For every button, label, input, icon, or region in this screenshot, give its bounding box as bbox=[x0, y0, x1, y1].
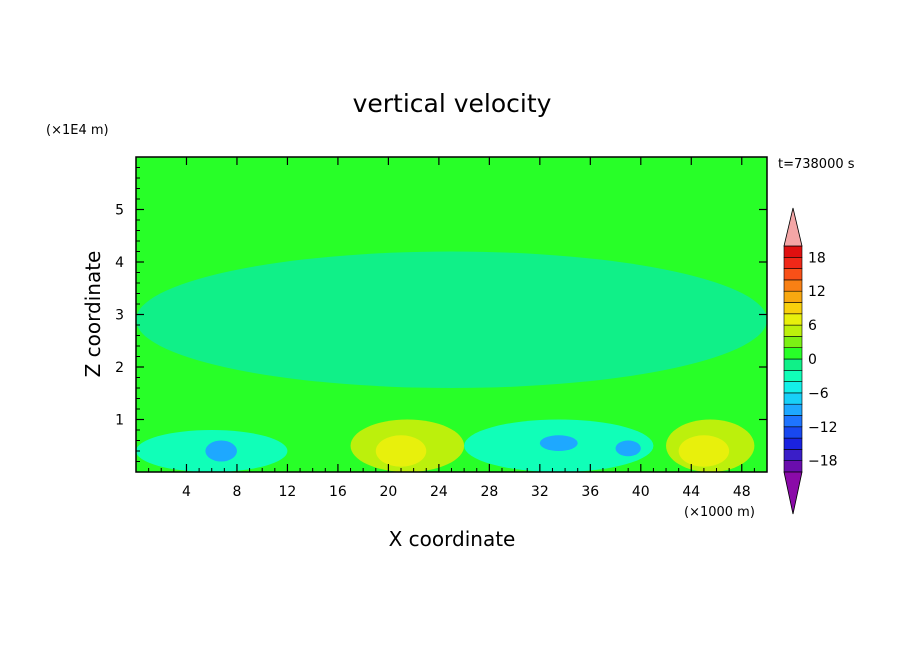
x-tick-label: 48 bbox=[733, 484, 751, 500]
colorbar-under-triangle bbox=[783, 471, 803, 515]
colorbar-segment bbox=[783, 460, 803, 473]
x-axis-label: X coordinate bbox=[389, 527, 516, 551]
colorbar-tick-label: 12 bbox=[808, 284, 826, 300]
colorbar-segment bbox=[783, 358, 803, 371]
colorbar-segment bbox=[783, 437, 803, 450]
field-region bbox=[375, 435, 427, 467]
x-unit-label: (×1000 m) bbox=[684, 505, 755, 520]
x-tick-label: 16 bbox=[329, 484, 347, 500]
x-tick-label: 4 bbox=[182, 484, 191, 500]
x-tick-label: 28 bbox=[480, 484, 498, 500]
x-tick-label: 32 bbox=[531, 484, 549, 500]
field-regions bbox=[136, 157, 767, 472]
colorbar-segment bbox=[783, 347, 803, 360]
colorbar-segment bbox=[783, 302, 803, 315]
colorbar-segment bbox=[783, 256, 803, 269]
field-region bbox=[678, 435, 730, 467]
y-unit-label: (×1E4 m) bbox=[46, 123, 109, 138]
colorbar-segment bbox=[783, 313, 803, 326]
colorbar-segment bbox=[783, 324, 803, 337]
y-tick-label: 4 bbox=[115, 255, 124, 271]
colorbar-segment bbox=[783, 268, 803, 281]
y-axis-ticks: 1 2 3 4 5 bbox=[115, 167, 767, 462]
colorbar-segment bbox=[783, 403, 803, 416]
colorbar-over-triangle bbox=[783, 207, 803, 247]
x-tick-label: 20 bbox=[379, 484, 397, 500]
x-tick-label: 8 bbox=[232, 484, 241, 500]
colorbar-segment bbox=[783, 279, 803, 292]
field-region bbox=[136, 251, 767, 388]
y-tick-label: 3 bbox=[115, 308, 124, 324]
colorbar-segment bbox=[783, 381, 803, 394]
colorbar-segment bbox=[783, 336, 803, 348]
plot-area bbox=[135, 156, 768, 473]
x-axis-ticks: 4 8 12 16 20 24 28 32 36 40 44 48 bbox=[148, 157, 755, 500]
y-tick-label: 5 bbox=[115, 203, 124, 219]
y-tick-label: 2 bbox=[115, 360, 124, 376]
colorbar-segment bbox=[783, 449, 803, 461]
colorbar-tick-label: −12 bbox=[808, 420, 838, 436]
x-tick-label: 24 bbox=[430, 484, 448, 500]
x-tick-label: 44 bbox=[682, 484, 700, 500]
field-region bbox=[539, 435, 578, 451]
colorbar-tick-label: −6 bbox=[808, 386, 829, 402]
colorbar-segment bbox=[783, 245, 803, 258]
colorbar-segment bbox=[783, 369, 803, 382]
colorbar-tick-label: 18 bbox=[808, 250, 826, 266]
colorbar-tick-label: −18 bbox=[808, 454, 838, 470]
colorbar-segment bbox=[783, 426, 803, 439]
time-label: t=738000 s bbox=[778, 157, 855, 172]
colorbar: 18 12 6 0 −6 −12 −18 bbox=[783, 207, 838, 515]
colorbar-segment bbox=[783, 290, 803, 303]
colorbar-segment bbox=[783, 415, 803, 428]
x-tick-label: 12 bbox=[279, 484, 297, 500]
y-tick-label: 1 bbox=[115, 413, 124, 429]
colorbar-segment bbox=[783, 392, 803, 405]
colorbar-tick-label: 6 bbox=[808, 318, 817, 334]
chart-title: vertical velocity bbox=[353, 89, 552, 118]
x-tick-label: 40 bbox=[632, 484, 650, 500]
colorbar-tick-label: 0 bbox=[808, 352, 817, 368]
x-tick-label: 36 bbox=[581, 484, 599, 500]
field-region bbox=[205, 440, 237, 462]
field-region bbox=[615, 440, 641, 457]
y-axis-label: Z coordinate bbox=[81, 251, 105, 378]
